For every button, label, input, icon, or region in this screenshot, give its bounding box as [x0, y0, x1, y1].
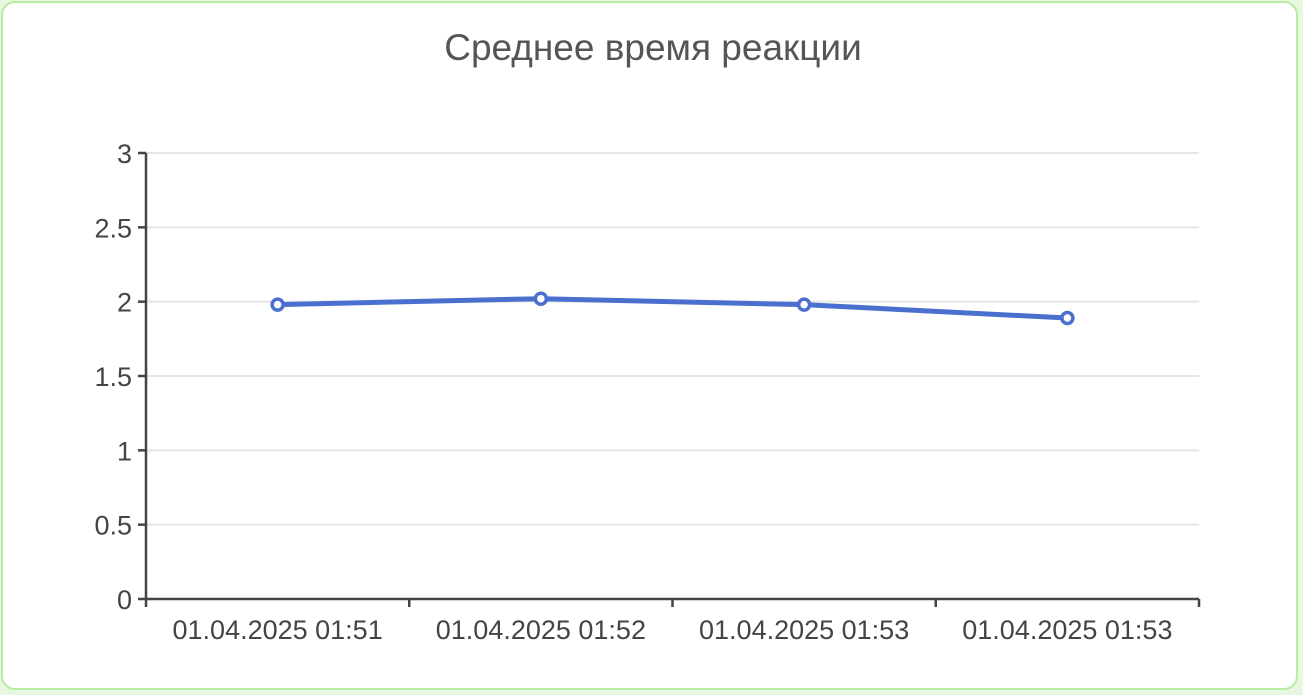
y-tick-label: 0.5: [94, 511, 132, 541]
grid-lines: [146, 152, 1199, 526]
y-tick-label: 1.5: [94, 362, 132, 392]
y-axis-ticks: 0 0.5 1 1.5 2 2.5 3: [94, 139, 146, 615]
data-point[interactable]: [533, 291, 549, 306]
x-axis-ticks: 01.04.2025 01:51 01.04.2025 01:52 01.04.20…: [144, 599, 1201, 645]
y-tick-label: 2: [117, 288, 132, 318]
x-tick-label: 01.04.2025 01:53: [699, 615, 909, 645]
y-tick-label: 0: [117, 585, 132, 615]
x-tick-label: 01.04.2025 01:51: [173, 615, 383, 645]
y-tick-label: 1: [117, 436, 132, 466]
x-tick-label: 01.04.2025 01:52: [436, 615, 646, 645]
series-line: [275, 296, 1070, 321]
x-tick-label: 01.04.2025 01:53: [962, 615, 1172, 645]
data-point[interactable]: [1060, 310, 1075, 326]
data-point[interactable]: [270, 297, 285, 312]
y-tick-label: 2.5: [94, 213, 132, 243]
data-point[interactable]: [796, 297, 812, 312]
y-tick-label: 3: [117, 139, 132, 169]
line-chart: Среднее время реакции 0 0.5 1 1.5 2 2.5 3 01.0…: [94, 27, 1201, 645]
series-layer: [270, 291, 1075, 326]
chart-title: Среднее время реакции: [444, 27, 862, 68]
